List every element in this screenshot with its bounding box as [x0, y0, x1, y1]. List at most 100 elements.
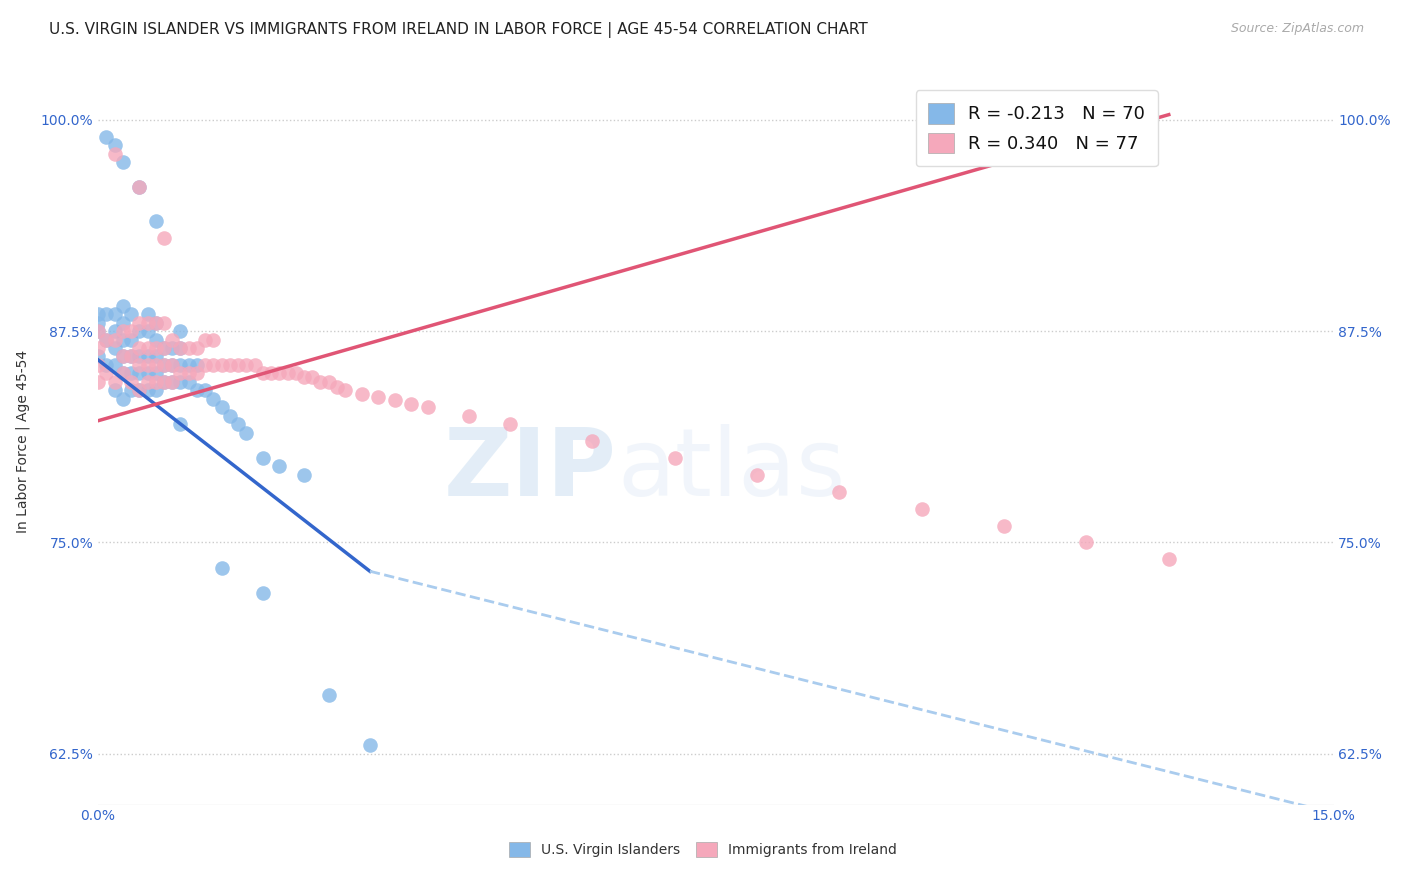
- Point: [145, 316, 167, 330]
- Point: [384, 393, 406, 408]
- Point: [136, 324, 159, 338]
- Point: [318, 375, 340, 389]
- Point: [120, 307, 142, 321]
- Point: [1076, 535, 1098, 549]
- Point: [252, 367, 274, 381]
- Point: [457, 409, 479, 423]
- Point: [211, 561, 233, 575]
- Point: [128, 358, 150, 372]
- Point: [745, 467, 768, 482]
- Point: [828, 484, 851, 499]
- Point: [120, 367, 142, 381]
- Point: [111, 392, 134, 406]
- Point: [111, 316, 134, 330]
- Text: ZIP: ZIP: [444, 424, 617, 516]
- Point: [87, 324, 110, 338]
- Point: [202, 358, 225, 372]
- Point: [499, 417, 522, 431]
- Point: [292, 467, 315, 482]
- Point: [136, 307, 159, 321]
- Point: [103, 324, 125, 338]
- Point: [169, 341, 191, 355]
- Point: [664, 450, 686, 465]
- Point: [186, 384, 208, 398]
- Point: [235, 425, 257, 440]
- Point: [252, 586, 274, 600]
- Point: [416, 401, 439, 415]
- Point: [301, 369, 323, 384]
- Point: [111, 155, 134, 169]
- Point: [160, 358, 183, 372]
- Point: [202, 392, 225, 406]
- Text: U.S. VIRGIN ISLANDER VS IMMIGRANTS FROM IRELAND IN LABOR FORCE | AGE 45-54 CORRE: U.S. VIRGIN ISLANDER VS IMMIGRANTS FROM …: [49, 22, 868, 38]
- Point: [128, 180, 150, 194]
- Point: [226, 417, 249, 431]
- Point: [103, 146, 125, 161]
- Point: [186, 358, 208, 372]
- Point: [87, 324, 110, 338]
- Point: [136, 367, 159, 381]
- Point: [399, 397, 422, 411]
- Point: [145, 316, 167, 330]
- Point: [128, 384, 150, 398]
- Point: [211, 358, 233, 372]
- Point: [87, 358, 110, 372]
- Point: [211, 401, 233, 415]
- Point: [177, 367, 200, 381]
- Point: [136, 316, 159, 330]
- Point: [145, 341, 167, 355]
- Point: [911, 501, 934, 516]
- Point: [581, 434, 603, 448]
- Point: [96, 307, 118, 321]
- Point: [145, 333, 167, 347]
- Point: [87, 350, 110, 364]
- Point: [177, 358, 200, 372]
- Point: [226, 358, 249, 372]
- Point: [111, 299, 134, 313]
- Point: [136, 341, 159, 355]
- Point: [218, 409, 240, 423]
- Point: [96, 129, 118, 144]
- Point: [111, 367, 134, 381]
- Point: [153, 358, 176, 372]
- Point: [335, 384, 357, 398]
- Point: [96, 367, 118, 381]
- Text: atlas: atlas: [617, 424, 845, 516]
- Text: Source: ZipAtlas.com: Source: ZipAtlas.com: [1230, 22, 1364, 36]
- Point: [96, 333, 118, 347]
- Point: [350, 386, 373, 401]
- Point: [235, 358, 257, 372]
- Point: [103, 333, 125, 347]
- Point: [111, 333, 134, 347]
- Point: [153, 341, 176, 355]
- Point: [103, 138, 125, 153]
- Y-axis label: In Labor Force | Age 45-54: In Labor Force | Age 45-54: [15, 350, 30, 533]
- Point: [202, 333, 225, 347]
- Point: [145, 384, 167, 398]
- Point: [252, 450, 274, 465]
- Point: [103, 358, 125, 372]
- Point: [103, 307, 125, 321]
- Point: [103, 341, 125, 355]
- Point: [218, 358, 240, 372]
- Point: [186, 341, 208, 355]
- Point: [160, 375, 183, 389]
- Point: [309, 375, 332, 389]
- Legend: U.S. Virgin Islanders, Immigrants from Ireland: U.S. Virgin Islanders, Immigrants from I…: [503, 837, 903, 863]
- Point: [120, 324, 142, 338]
- Point: [128, 324, 150, 338]
- Point: [153, 231, 176, 245]
- Point: [103, 375, 125, 389]
- Point: [243, 358, 266, 372]
- Point: [145, 358, 167, 372]
- Point: [160, 375, 183, 389]
- Point: [128, 384, 150, 398]
- Point: [128, 350, 150, 364]
- Point: [177, 341, 200, 355]
- Point: [160, 358, 183, 372]
- Point: [269, 367, 291, 381]
- Point: [153, 375, 176, 389]
- Point: [128, 316, 150, 330]
- Point: [318, 688, 340, 702]
- Point: [111, 367, 134, 381]
